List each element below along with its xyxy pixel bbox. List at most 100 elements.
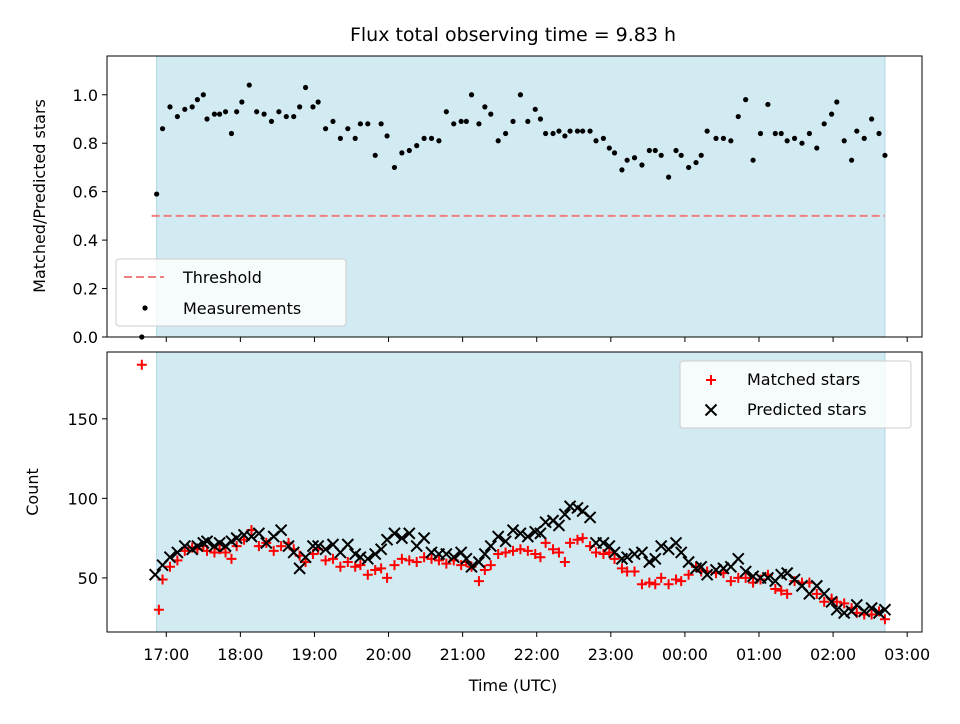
predicted-star-point <box>506 523 520 537</box>
x-axis-label: Time (UTC) <box>468 676 557 695</box>
measurement-point <box>315 99 321 105</box>
measurement-point <box>869 116 875 122</box>
measurement-point <box>550 130 556 137</box>
measurement-point <box>854 128 860 134</box>
measurement-point <box>735 113 741 120</box>
matched-star-point <box>540 537 551 548</box>
measurement-point <box>330 118 336 125</box>
matched-star-point <box>572 534 583 545</box>
predicted-star-point <box>499 535 512 548</box>
predicted-star-point <box>287 546 300 559</box>
predicted-star-point <box>643 555 656 569</box>
predicted-star-point <box>237 528 251 542</box>
predicted-star-point <box>878 603 892 616</box>
matched-star-point <box>396 553 407 564</box>
predicted-star-point <box>695 560 708 573</box>
measurement-point <box>268 118 275 125</box>
measurement-point <box>239 99 245 105</box>
matched-star-point <box>725 576 736 587</box>
matched-star-point <box>441 558 452 569</box>
measurement-point <box>458 118 464 125</box>
measurement-point <box>686 164 692 171</box>
measurement-point <box>517 92 524 98</box>
matched-star-point <box>879 614 890 625</box>
measurement-point <box>211 111 218 117</box>
predicted-star-point <box>200 535 214 548</box>
matched-star-point <box>609 553 620 564</box>
measurement-point <box>673 147 679 154</box>
predicted-star-point <box>361 552 375 566</box>
legend-matched-swatch <box>706 375 716 385</box>
matched-star-point <box>740 572 751 583</box>
matched-star-point <box>370 564 381 575</box>
bottom-x-tick-label: 00:00 <box>662 645 708 664</box>
matched-star-point <box>268 545 279 556</box>
matched-star-point <box>500 547 511 558</box>
legend-matched-marker <box>706 375 716 385</box>
legend-predicted-marker <box>704 403 718 417</box>
measurement-point <box>391 164 398 171</box>
predicted-star-point <box>148 568 162 581</box>
measurement-point <box>799 140 805 146</box>
measurement-point <box>399 150 405 156</box>
bottom-x-tick-label: 19:00 <box>291 645 337 664</box>
measurement-point <box>765 101 771 108</box>
measurement-point <box>646 147 652 154</box>
predicted-star-point <box>417 531 431 545</box>
predicted-star-point <box>306 539 320 553</box>
predicted-star-point <box>274 523 288 537</box>
bottom-y-axis-label: Count <box>23 468 42 516</box>
measurement-point <box>384 133 390 139</box>
measurement-point <box>476 121 482 127</box>
measurement-point <box>841 138 847 144</box>
measurement-point <box>421 135 427 141</box>
measurement-point <box>463 118 469 125</box>
measurement-point <box>750 157 756 163</box>
measurement-point <box>310 104 316 110</box>
matched-star-point <box>342 557 353 567</box>
measurement-point <box>234 109 240 115</box>
measurement-point <box>537 116 544 122</box>
predicted-star-point <box>472 555 486 569</box>
measurement-point <box>246 82 252 88</box>
measurement-point <box>624 157 630 163</box>
matched-star-point <box>650 579 661 590</box>
predicted-star-point <box>299 551 312 564</box>
measurement-point <box>167 104 173 110</box>
legend-matched-label: Matched stars <box>747 370 860 389</box>
predicted-star-point <box>245 530 258 543</box>
measurement-point <box>189 104 195 110</box>
predicted-star-point <box>465 560 478 573</box>
predicted-star-point <box>709 563 723 577</box>
matched-star-point <box>153 604 164 615</box>
matched-star-point <box>179 545 190 556</box>
matched-star-point <box>782 588 793 599</box>
measurement-point <box>406 147 412 154</box>
predicted-star-point <box>341 538 355 551</box>
top-y-tick-label: 0.2 <box>73 280 98 299</box>
predicted-star-point <box>191 539 204 553</box>
matched-star-point <box>389 560 400 571</box>
measurement-point <box>587 128 593 134</box>
matched-star-point <box>515 544 526 555</box>
predicted-star-point <box>319 543 332 556</box>
predicted-star-point <box>403 527 416 540</box>
predicted-star-point <box>858 605 871 618</box>
measurement-point <box>666 174 672 180</box>
measurement-point <box>436 138 442 144</box>
legend-predicted-swatch <box>704 403 718 417</box>
measurement-point <box>562 133 568 139</box>
measurement-point <box>428 135 435 141</box>
predicted-star-point <box>534 527 547 540</box>
measurement-points <box>139 82 888 340</box>
measurement-point <box>704 128 710 134</box>
measurement-point <box>217 111 223 117</box>
measurement-point <box>194 97 200 103</box>
measurement-point <box>291 113 297 120</box>
matched-star-point <box>770 584 781 595</box>
matched-star-point <box>604 547 615 558</box>
measurement-point <box>698 152 704 158</box>
matched-star-point <box>493 549 504 560</box>
measurement-point <box>372 152 378 158</box>
matched-star-point <box>559 557 570 567</box>
